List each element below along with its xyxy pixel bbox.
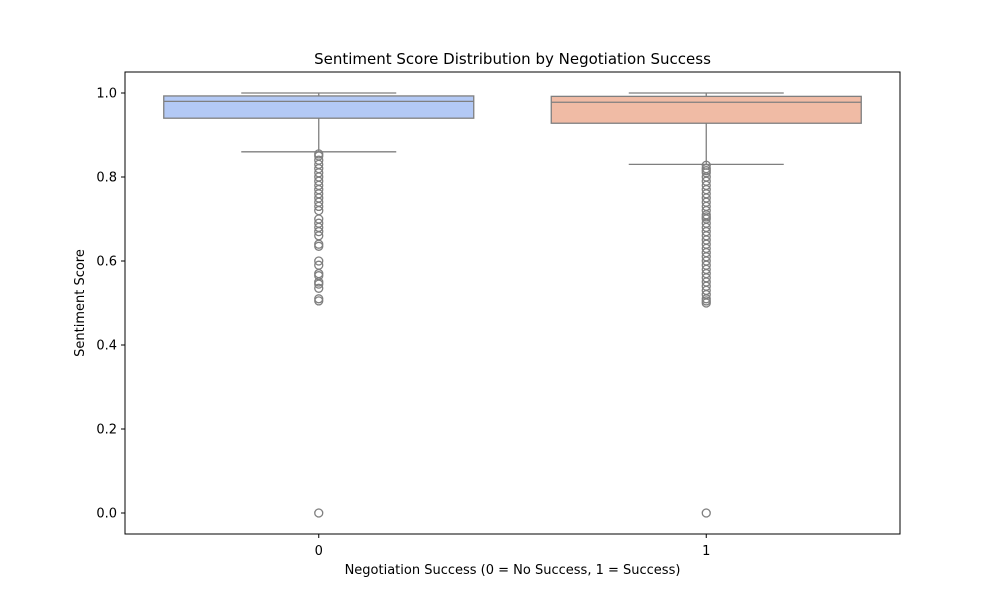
outlier-point	[314, 201, 324, 212]
box-iqr	[550, 95, 862, 124]
outlier-point	[314, 279, 324, 289]
outlier-point	[314, 226, 324, 237]
y-axis: 0.0 0.2 0.4 0.6 0.8 1.0	[96, 87, 125, 522]
outlier-point	[314, 296, 324, 306]
boxes-layer	[163, 92, 862, 518]
box-group-0	[163, 92, 475, 518]
y-tick-label: 0.6	[96, 255, 117, 270]
box-iqr	[163, 95, 475, 119]
outlier-point	[314, 241, 324, 251]
y-axis-label: Sentiment Score	[73, 249, 88, 357]
x-tick-label: 0	[315, 544, 323, 559]
y-tick-label: 0.8	[96, 171, 117, 186]
outlier-point	[701, 508, 711, 518]
y-tick-label: 1.0	[96, 87, 117, 102]
y-tick-label: 0.4	[96, 339, 117, 354]
x-axis-label: Negotiation Success (0 = No Success, 1 =…	[345, 563, 681, 578]
outlier-point	[314, 283, 324, 293]
box-group-1	[550, 92, 862, 518]
y-tick-label: 0.0	[96, 507, 117, 522]
outlier-point	[701, 298, 711, 308]
outlier-point	[314, 256, 324, 266]
outlier-point	[314, 508, 324, 518]
y-tick-label: 0.2	[96, 423, 117, 438]
plot-frame	[124, 71, 901, 535]
chart-title: Sentiment Score Distribution by Negotiat…	[314, 50, 711, 68]
x-tick-label: 1	[702, 544, 710, 559]
